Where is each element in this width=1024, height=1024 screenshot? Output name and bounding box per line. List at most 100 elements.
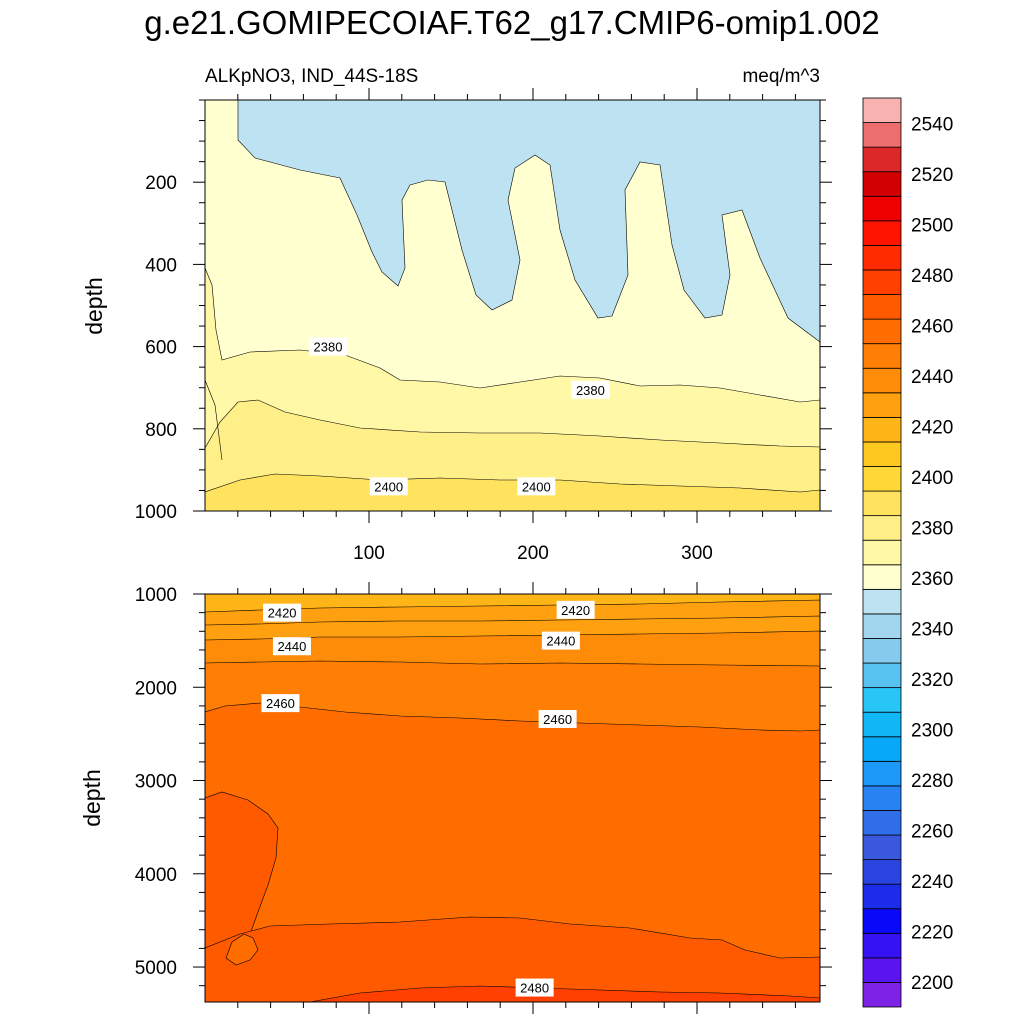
lower-contour-labels: 2420 2420 2440 2440 2460 2460 2480 [261,600,595,997]
contour-label-bg [517,477,556,496]
colorbar-label: 2520 [911,165,953,186]
colorbar-swatch [862,564,902,590]
colorbar-swatch [862,760,902,787]
y-tick-label: 400 [145,255,177,276]
colorbar-swatch [862,416,902,443]
y-tick-label: 5000 [135,958,177,979]
contour-label-bg [272,637,311,656]
lower-y-label: depth [79,769,105,827]
colorbar-swatch [862,588,902,615]
contour-label-bg [556,600,595,619]
colorbar-swatch [862,146,902,173]
contour-label-text: 2440 [546,634,575,649]
y-tick-label: 4000 [135,865,177,886]
colorbar-swatch [862,883,902,910]
colorbar-swatch [862,294,902,320]
contour-label-text: 2460 [543,712,572,727]
colorbar-label: 2540 [911,114,953,135]
colorbar-label: 2500 [911,215,953,236]
colorbar-label: 2480 [911,266,953,287]
colorbar-swatch [862,122,902,148]
contour-label-bg [369,477,408,496]
contour-label: 2380 [309,337,347,356]
contour-label: 2400 [369,477,408,496]
lower-frame [204,593,821,1003]
subtitle-units: meq/m^3 [742,66,820,87]
colorbar-swatch [862,171,902,197]
upper-fill-2400 [205,473,820,511]
colorbar-swatch [862,343,902,369]
colorbar-label: 2320 [911,670,953,691]
contour-label-bg [515,978,554,997]
colorbar-swatch [862,711,902,738]
colorbar-swatch [862,932,902,959]
y-tick-label: 800 [145,420,177,441]
contour-label-text: 2440 [277,639,306,654]
contour-label-bg [538,709,577,728]
contour-label-bg [263,603,302,622]
contour-label: 2440 [272,637,311,656]
colorbar-swatch [862,785,902,811]
colorbar-swatch [862,97,902,123]
colorbar-label: 2460 [911,316,953,337]
colorbar-label: 2340 [911,619,953,640]
contour-label: 2460 [538,709,577,728]
y-tick-label: 600 [145,338,177,359]
upper-line-2370-left [205,379,223,461]
lower-y-axis: 1000 2000 3000 4000 5000 [135,585,832,987]
lower-fill-2460-island [225,933,259,966]
x-tick-label: 300 [681,543,713,564]
colorbar-swatch [862,859,902,885]
y-tick-label: 200 [145,173,177,194]
colorbar-label: 2240 [911,872,953,893]
contour-label-text: 2380 [576,383,605,398]
upper-contour-labels: 2380 2380 2400 2400 [309,337,610,496]
colorbar-label: 2300 [911,720,953,741]
subtitle-left: ALKpNO3, IND_44S-18S [205,66,418,87]
colorbar-swatch [862,392,902,418]
colorbar-swatch [862,269,902,295]
contour-label-text: 2480 [520,981,549,996]
upper-contour-fill [205,100,820,511]
contour-label: 2420 [263,603,302,622]
colorbar-swatch [862,908,902,934]
contour-label-text: 2420 [561,603,590,618]
colorbar-label: 2360 [911,569,953,590]
colorbar-label: 2220 [911,922,953,943]
colorbar-swatch [862,662,902,689]
colorbar-swatch [862,318,902,345]
colorbar-swatch [862,539,902,566]
chart-title: g.e21.GOMIPECOIAF.T62_g17.CMIP6-omip1.00… [144,4,880,41]
colorbar-swatch [862,245,902,271]
lower-x-axis [237,582,796,1014]
contour-label-bg [571,380,610,399]
colorbar-swatch [862,736,902,762]
colorbar-swatch [862,367,902,394]
lower-panel: 1000 2000 3000 4000 5000 2420 2420 2440 2440 246… [79,582,832,1014]
colorbar-swatch [862,687,902,713]
lower-fill-2480 [309,985,820,1002]
lower-fill-2470-bottom [205,916,820,1002]
upper-x-axis: 100 200 300 [237,88,796,564]
contour-label-text: 2400 [374,479,403,494]
colorbar-label: 2380 [911,518,953,539]
colorbar-label: 2420 [911,417,953,438]
colorbar-label: 2200 [911,973,953,994]
colorbar-label: 2400 [911,468,953,489]
contour-label: 2420 [556,600,595,619]
colorbar-swatch [862,613,902,639]
contour-label-bg [309,337,347,356]
colorbar-swatch [862,441,902,467]
x-tick-label: 100 [353,543,385,564]
contour-label: 2440 [541,631,580,650]
contour-label-text: 2460 [266,696,295,711]
colorbar: 2200 2220 2240 2260 2280 2300 2320 2340 2360 2380… [862,97,953,1008]
contour-label: 2480 [515,978,554,997]
lower-contour-fill [205,594,820,1002]
y-tick-label: 2000 [135,678,177,699]
colorbar-label: 2260 [911,821,953,842]
upper-y-axis: 200 400 600 800 1000 [135,99,832,523]
colorbar-swatch [862,638,902,664]
